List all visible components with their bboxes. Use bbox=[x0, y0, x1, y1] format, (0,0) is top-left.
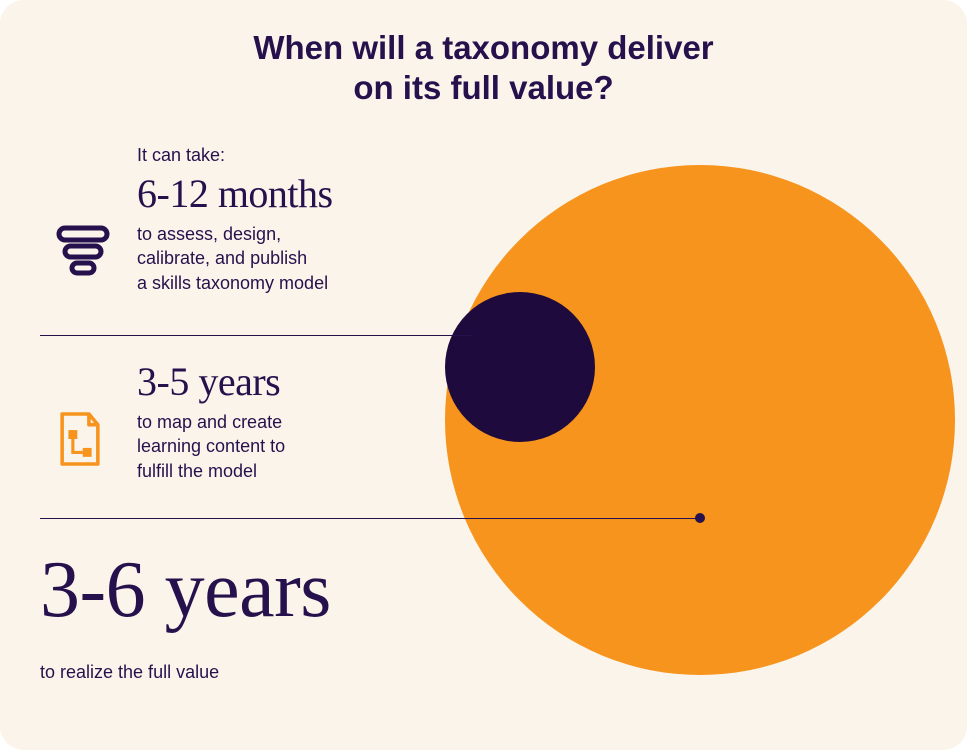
infographic-card: When will a taxonomy deliver on its full… bbox=[0, 0, 967, 750]
period-2: 3-6 years bbox=[40, 545, 331, 636]
connector-1-end-dot bbox=[695, 513, 705, 523]
intro-text: It can take: bbox=[137, 145, 225, 166]
period-0: 6-12 months bbox=[137, 170, 333, 217]
headline-line1: When will a taxonomy deliver bbox=[253, 29, 713, 66]
funnel-icon bbox=[55, 222, 111, 283]
document-flow-icon bbox=[55, 410, 105, 473]
circle-small bbox=[445, 292, 595, 442]
headline-line2: on its full value? bbox=[353, 69, 613, 106]
desc-0: to assess, design,calibrate, and publish… bbox=[137, 222, 328, 295]
headline: When will a taxonomy deliver on its full… bbox=[0, 28, 967, 107]
connector-0 bbox=[40, 335, 472, 336]
desc-1: to map and createlearning content tofulf… bbox=[137, 410, 285, 483]
connector-1 bbox=[40, 518, 700, 519]
desc-2: to realize the full value bbox=[40, 660, 219, 684]
period-1: 3-5 years bbox=[137, 358, 280, 405]
